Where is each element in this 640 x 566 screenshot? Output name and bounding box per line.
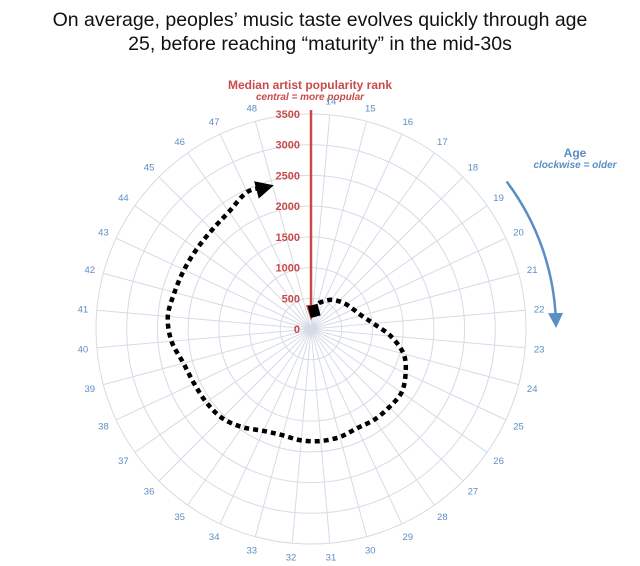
- age-tick-label: 40: [78, 344, 89, 355]
- grid-spoke: [291, 328, 312, 544]
- age-tick-label: 37: [118, 456, 129, 467]
- title-line-1: On average, peoples’ music taste evolves…: [52, 9, 588, 31]
- grid-spoke: [310, 328, 435, 506]
- series-start-marker: [307, 303, 321, 318]
- radial-tick-label: 1000: [276, 263, 300, 275]
- age-tick-label: 38: [98, 421, 109, 432]
- age-tick-label: 41: [78, 305, 89, 316]
- series: [165, 181, 409, 444]
- age-tick-label: 36: [144, 486, 155, 497]
- age-tick-label: 48: [246, 103, 257, 114]
- radial-tick-label: 1500: [276, 232, 300, 244]
- age-tick-label: 46: [174, 137, 185, 148]
- age-tick-label: 18: [468, 163, 479, 174]
- radial-tick-label: 0: [294, 324, 300, 336]
- grid-spoke: [310, 328, 368, 537]
- grid-spoke: [310, 272, 519, 330]
- age-tick-label: 26: [493, 456, 504, 467]
- age-tick-label: 19: [493, 193, 504, 204]
- grid-spoke: [254, 328, 312, 537]
- radial-axis-subtitle: central = more popular: [255, 92, 365, 103]
- age-tick-label: 34: [209, 532, 220, 543]
- age-tick-label: 33: [246, 546, 257, 557]
- radial-tick-label: 2500: [276, 170, 300, 182]
- age-tick-label: 31: [326, 553, 337, 564]
- grid-spoke: [310, 133, 403, 330]
- grid-spoke: [115, 328, 312, 421]
- age-tick-label: 44: [118, 193, 129, 204]
- radial-tick-labels: 0 500 1000 1500 2000 2500 3000 3500: [276, 109, 300, 336]
- age-tick-label: 24: [527, 384, 538, 395]
- grid-spoke: [310, 114, 331, 330]
- grid-spoke: [310, 205, 488, 330]
- angular-tick-labels: 14 15 16 17 18 19 20 21 22 23 24 25 26 27 28 29 30 31 32 33…: [78, 96, 545, 563]
- age-tick-label: 17: [437, 137, 448, 148]
- age-arrow-line: [505, 180, 564, 328]
- age-tick-label: 28: [437, 512, 448, 523]
- grid-spoke: [96, 328, 312, 349]
- grid-spoke: [134, 328, 312, 453]
- age-tick-label: 22: [534, 305, 545, 316]
- grid-spoke: [115, 237, 312, 330]
- radial-tick-label: 3000: [276, 140, 300, 152]
- grid-spoke: [158, 328, 312, 482]
- grid-spoke: [310, 328, 488, 453]
- age-tick-label: 42: [85, 265, 96, 276]
- age-tick-label: 32: [286, 553, 297, 564]
- grid-spoke: [310, 121, 368, 330]
- age-tick-label: 39: [85, 384, 96, 395]
- grid-spoke: [310, 237, 507, 330]
- grid-spoke: [103, 328, 312, 386]
- age-tick-label: 20: [513, 228, 524, 239]
- grid-spoke: [187, 152, 312, 330]
- angular-axis-title: Age: [563, 146, 587, 160]
- radial-axis-title: Median artist popularity rank: [227, 78, 393, 92]
- age-tick-label: 25: [513, 421, 524, 432]
- radial-tick-label: 2000: [276, 201, 300, 213]
- radial-tick-label: 500: [282, 293, 300, 305]
- grid-spoke: [158, 176, 312, 330]
- grid-spoke: [103, 272, 312, 330]
- grid-spoke: [310, 309, 526, 330]
- grid-spoke: [96, 309, 312, 330]
- age-direction-arrow: [505, 180, 564, 328]
- grid-spoke: [254, 121, 312, 330]
- radial-tick-label: 3500: [276, 109, 300, 121]
- age-tick-label: 35: [174, 512, 185, 523]
- age-tick-label: 14: [326, 96, 337, 107]
- grid-spoke: [310, 152, 435, 330]
- age-tick-label: 21: [527, 265, 538, 276]
- grid-spoke: [134, 205, 312, 330]
- grid-spoke: [310, 328, 331, 544]
- grid-spoke: [219, 133, 312, 330]
- grid-spoke: [219, 328, 312, 525]
- grid-spoke: [310, 328, 526, 349]
- age-tick-label: 45: [144, 163, 155, 174]
- grid-spoke: [310, 176, 464, 330]
- angular-axis-subtitle: clockwise = older: [533, 160, 617, 171]
- grid-spoke: [310, 328, 519, 386]
- grid-spoke: [310, 328, 464, 482]
- age-tick-label: 23: [534, 344, 545, 355]
- chart-title: On average, peoples’ music taste evolves…: [0, 8, 640, 56]
- age-tick-label: 15: [365, 103, 376, 114]
- grid-spoke: [310, 328, 507, 421]
- age-tick-label: 29: [402, 532, 413, 543]
- age-tick-label: 27: [468, 486, 479, 497]
- age-tick-label: 30: [365, 546, 376, 557]
- age-tick-label: 43: [98, 228, 109, 239]
- series-line: [165, 181, 409, 444]
- title-line-2: 25, before reaching “maturity” in the mi…: [128, 33, 512, 55]
- age-tick-label: 16: [402, 117, 413, 128]
- age-tick-label: 47: [209, 117, 220, 128]
- grid-spoke: [187, 328, 312, 506]
